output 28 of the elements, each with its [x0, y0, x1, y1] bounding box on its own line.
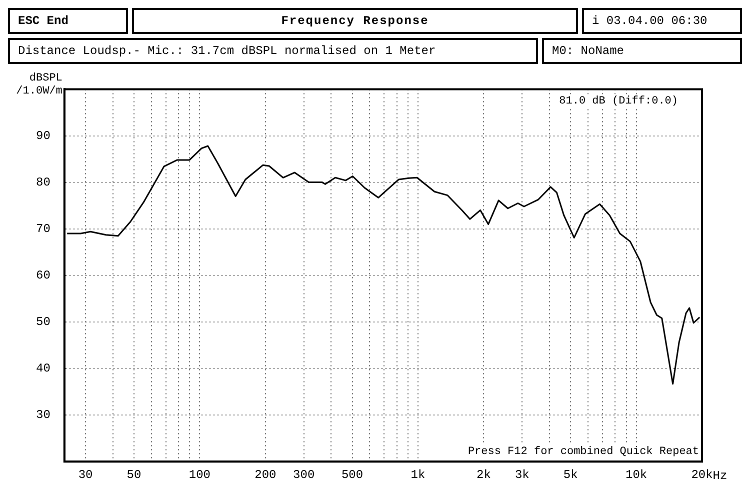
x-tick-label: 30 [78, 468, 93, 482]
y-tick-label: 30 [36, 408, 50, 422]
annotation: Press F12 for combined Quick Repeat [468, 446, 699, 458]
x-tick-label: 1k [410, 468, 426, 482]
y-tick-label: 50 [36, 315, 50, 330]
x-tick-label: 50 [126, 468, 142, 482]
chart-subtitle: Distance Loudsp.- Mic.: 31.7cm dBSPL normalised on 1 Meter [8, 38, 538, 64]
y-tick-label: 40 [36, 362, 50, 376]
x-axis-title: Hz [712, 468, 728, 483]
x-tick-label: 20k [691, 468, 713, 482]
y-tick-label: 80 [36, 175, 50, 190]
x-tick-label: 500 [341, 468, 364, 482]
x-tick-label: 2k [476, 468, 491, 482]
annotation: 81.0 dB (Diff:0.0) [559, 96, 678, 108]
text: M0: NoName [542, 38, 742, 64]
y-tick-label: 90 [36, 128, 50, 143]
x-tick-label: 100 [188, 468, 211, 482]
chart-title: Frequency Response [132, 8, 578, 34]
text: i 03.04.00 06:30 [582, 8, 742, 34]
x-tick-label: 5k [563, 468, 578, 482]
y-tick-label: 70 [36, 222, 50, 236]
x-tick-label: 300 [293, 468, 315, 482]
y-axis-title: dBSPL /1.0W/m [16, 72, 63, 98]
x-tick-label: 10k [625, 468, 648, 482]
x-tick-label: 200 [254, 468, 276, 482]
text: ESC End [8, 8, 128, 34]
y-tick-label: 60 [36, 268, 50, 283]
x-tick-label: 3k [514, 468, 530, 482]
